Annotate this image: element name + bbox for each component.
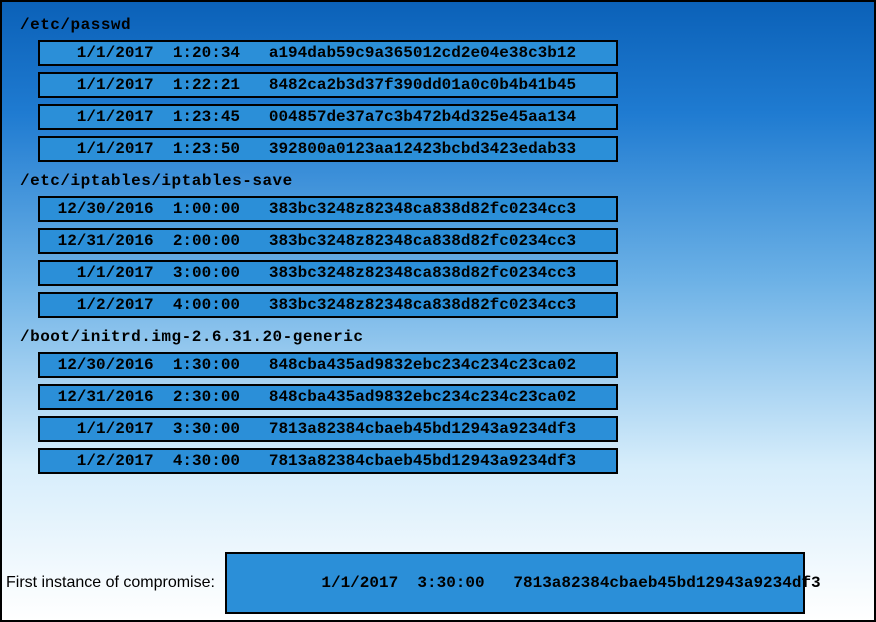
log-entry: 1/1/2017 3:00:00 383bc3248z82348ca838d82…: [38, 260, 618, 286]
log-entry: 1/1/2017 1:20:34 a194dab59c9a365012cd2e0…: [38, 40, 618, 66]
section: /etc/passwd 1/1/2017 1:20:34 a194dab59c9…: [14, 16, 862, 162]
section-title: /etc/iptables/iptables-save: [20, 172, 862, 190]
footer-entry: 1/1/2017 3:30:00 7813a82384cbaeb45bd1294…: [225, 552, 805, 614]
log-entry: 12/31/2016 2:00:00 383bc3248z82348ca838d…: [38, 228, 618, 254]
section: /etc/iptables/iptables-save 12/30/2016 1…: [14, 172, 862, 318]
log-entry: 1/1/2017 1:23:50 392800a0123aa12423bcbd3…: [38, 136, 618, 162]
section-title: /boot/initrd.img-2.6.31.20-generic: [20, 328, 862, 346]
log-entry: 1/1/2017 1:23:45 004857de37a7c3b472b4d32…: [38, 104, 618, 130]
section-entries: 12/30/2016 1:00:00 383bc3248z82348ca838d…: [14, 196, 862, 318]
log-entry: 1/2/2017 4:00:00 383bc3248z82348ca838d82…: [38, 292, 618, 318]
log-entry: 1/1/2017 3:30:00 7813a82384cbaeb45bd1294…: [38, 416, 618, 442]
footer-label: First instance of compromise:: [6, 574, 215, 592]
log-entry: 12/30/2016 1:30:00 848cba435ad9832ebc234…: [38, 352, 618, 378]
log-entry: 1/2/2017 4:30:00 7813a82384cbaeb45bd1294…: [38, 448, 618, 474]
section: /boot/initrd.img-2.6.31.20-generic 12/30…: [14, 328, 862, 474]
section-entries: 12/30/2016 1:30:00 848cba435ad9832ebc234…: [14, 352, 862, 474]
forensics-panel: /etc/passwd 1/1/2017 1:20:34 a194dab59c9…: [0, 0, 876, 622]
footer-entry-text: 1/1/2017 3:30:00 7813a82384cbaeb45bd1294…: [293, 574, 821, 592]
section-title: /etc/passwd: [20, 16, 862, 34]
log-entry: 12/30/2016 1:00:00 383bc3248z82348ca838d…: [38, 196, 618, 222]
sections-container: /etc/passwd 1/1/2017 1:20:34 a194dab59c9…: [14, 16, 862, 474]
section-entries: 1/1/2017 1:20:34 a194dab59c9a365012cd2e0…: [14, 40, 862, 162]
log-entry: 1/1/2017 1:22:21 8482ca2b3d37f390dd01a0c…: [38, 72, 618, 98]
log-entry: 12/31/2016 2:30:00 848cba435ad9832ebc234…: [38, 384, 618, 410]
footer: First instance of compromise: 1/1/2017 3…: [2, 552, 874, 614]
